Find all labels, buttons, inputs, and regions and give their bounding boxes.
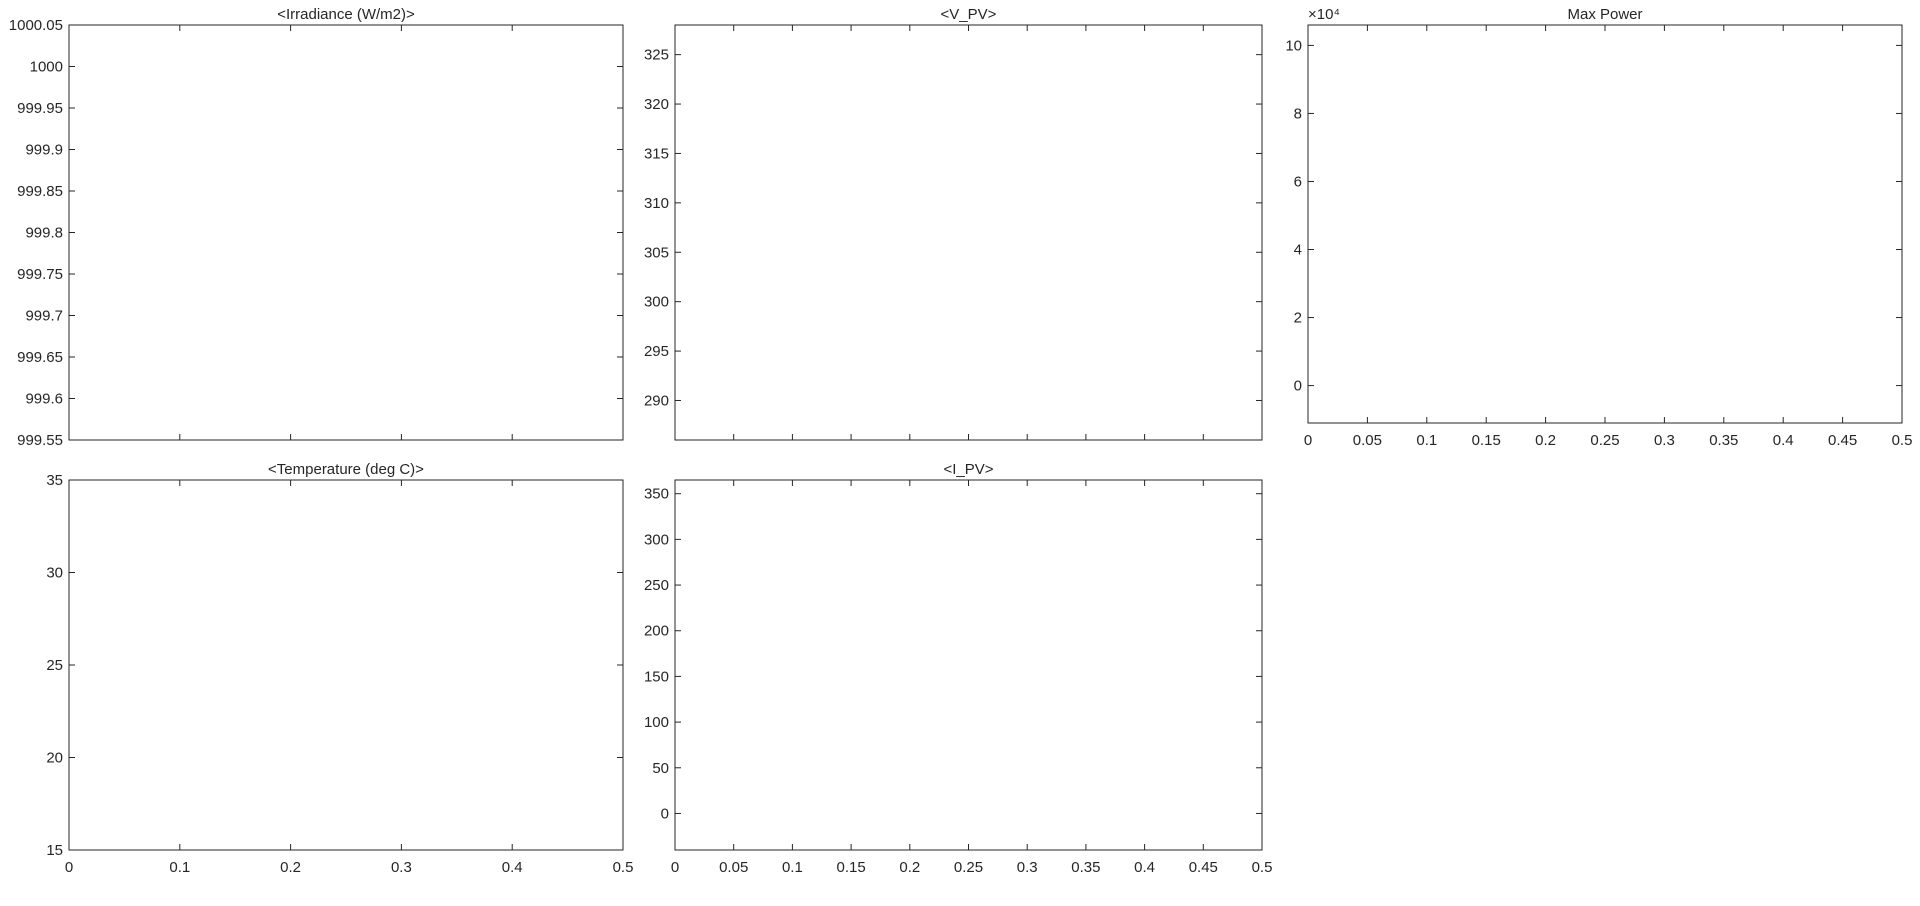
y-tick-label: 200: [644, 623, 669, 640]
y-tick-label: 35: [46, 472, 63, 489]
y-tick-label: 295: [644, 343, 669, 360]
y-tick-label: 250: [644, 577, 669, 594]
y-tick-label: 20: [46, 750, 63, 767]
x-tick-label: 0.45: [1828, 432, 1857, 449]
y-tick-label: 50: [652, 760, 669, 777]
y-tick-label: 4: [1294, 242, 1302, 259]
y-tick-label: 350: [644, 486, 669, 503]
y-tick-label: 100: [644, 714, 669, 731]
x-tick-label: 0.3: [1017, 859, 1038, 876]
y-tick-label: 290: [644, 392, 669, 409]
chart-max_power: 0 0.05 0.1 0.15 0.2 0.25 0.3 0.35 0.4 0.45 0.5 0 2 4 6…: [1285, 6, 1912, 449]
y-tick-label: 300: [644, 531, 669, 548]
chart-irradiance: 999.55 999.6 999.65 999.7 999.75 999.8 999.85 9…: [9, 6, 624, 449]
x-tick-label: 0.35: [1709, 432, 1738, 449]
y-tick-label: 8: [1294, 105, 1302, 122]
y-tick-label: 999.6: [25, 391, 63, 408]
chart-title: <Temperature (deg C)>: [268, 461, 424, 478]
x-tick-label: 0.4: [1773, 432, 1794, 449]
y-tick-label: 310: [644, 195, 669, 212]
x-tick-label: 0.25: [1590, 432, 1619, 449]
y-tick-label: 0: [1294, 378, 1302, 395]
chart-v_pv: 290 295 300 305 310 315 320 325 <V_PV>: [644, 6, 1263, 441]
y-tick-label: 999.55: [17, 432, 63, 449]
y-tick-label: 2: [1294, 310, 1302, 327]
y-tick-label: 315: [644, 145, 669, 162]
y-tick-label: 25: [46, 657, 63, 674]
y-tick-label: 999.7: [25, 308, 63, 325]
x-tick-label: 0.1: [782, 859, 803, 876]
x-tick-label: 0.05: [1353, 432, 1382, 449]
chart-i_pv: 0 0.05 0.1 0.15 0.2 0.25 0.3 0.35 0.4 0.45 0.5 0 50 1…: [644, 461, 1272, 876]
x-tick-label: 0: [65, 859, 73, 876]
y-tick-label: 320: [644, 96, 669, 113]
y-tick-label: 999.65: [17, 349, 63, 366]
x-tick-label: 0.5: [613, 859, 634, 876]
axes-frame: [68, 479, 624, 851]
y-tick-label: 10: [1285, 37, 1302, 54]
y-tick-label: 0: [661, 805, 669, 822]
y-exponent-label: ×10⁴: [1308, 6, 1340, 23]
y-tick-label: 150: [644, 668, 669, 685]
x-tick-label: 0.2: [899, 859, 920, 876]
axes-frame: [1307, 24, 1903, 424]
y-tick-label: 999.8: [25, 225, 63, 242]
x-tick-label: 0.3: [391, 859, 412, 876]
y-tick-label: 15: [46, 842, 63, 859]
x-tick-label: 0.35: [1071, 859, 1100, 876]
y-tick-label: 305: [644, 244, 669, 261]
x-tick-label: 0.5: [1252, 859, 1273, 876]
x-tick-label: 0.15: [836, 859, 865, 876]
axes-frame: [68, 24, 624, 441]
x-tick-label: 0.4: [1134, 859, 1155, 876]
y-tick-label: 999.95: [17, 100, 63, 117]
x-tick-label: 0.15: [1472, 432, 1501, 449]
y-tick-label: 999.9: [25, 142, 63, 159]
x-tick-label: 0.5: [1892, 432, 1913, 449]
y-tick-label: 999.85: [17, 183, 63, 200]
x-tick-label: 0: [1304, 432, 1312, 449]
x-tick-label: 0.2: [1535, 432, 1556, 449]
chart-title: Max Power: [1567, 6, 1642, 23]
chart-title: <Irradiance (W/m2)>: [277, 6, 415, 23]
x-tick-label: 0.3: [1654, 432, 1675, 449]
axes-frame: [674, 24, 1263, 441]
x-tick-label: 0.2: [280, 859, 301, 876]
y-tick-label: 300: [644, 294, 669, 311]
x-tick-label: 0.1: [169, 859, 190, 876]
y-tick-label: 30: [46, 565, 63, 582]
y-tick-label: 999.75: [17, 266, 63, 283]
x-tick-label: 0.25: [954, 859, 983, 876]
y-tick-label: 1000.05: [9, 17, 63, 34]
x-tick-label: 0.4: [502, 859, 523, 876]
chart-title: <V_PV>: [941, 6, 997, 23]
chart-temperature: 0 0.1 0.2 0.3 0.4 0.5 15 20 25 30 35 <Temperature (…: [46, 461, 633, 876]
x-tick-label: 0.1: [1416, 432, 1437, 449]
y-tick-label: 1000: [30, 59, 63, 76]
chart-title: <I_PV>: [943, 461, 993, 478]
x-tick-label: 0.05: [719, 859, 748, 876]
x-tick-label: 0: [671, 859, 679, 876]
x-tick-label: 0.45: [1189, 859, 1218, 876]
y-tick-label: 6: [1294, 173, 1302, 190]
y-tick-label: 325: [644, 47, 669, 64]
axes-frame: [674, 479, 1263, 851]
